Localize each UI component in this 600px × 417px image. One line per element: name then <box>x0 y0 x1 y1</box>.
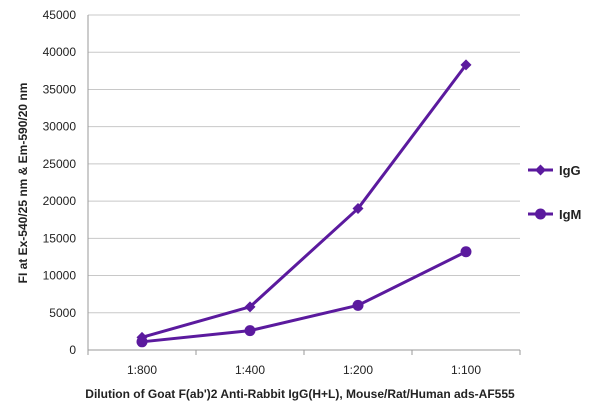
y-tick-label: 15000 <box>43 231 77 245</box>
y-tick-labels: 0 5000 10000 15000 20000 25000 30000 35000 40000… <box>43 8 77 357</box>
data-point-igg <box>244 301 256 313</box>
legend-marker-igm <box>535 208 546 220</box>
x-tick-label: 1:200 <box>343 363 373 377</box>
axes <box>87 15 521 355</box>
x-tick-label: 1:400 <box>235 363 265 377</box>
series-line-igm <box>141 250 467 344</box>
x-axis-title: Dilution of Goat F(ab')2 Anti-Rabbit IgG… <box>85 387 515 401</box>
y-tick-label: 35000 <box>43 82 77 96</box>
y-tick-label: 0 <box>69 343 76 357</box>
legend-label-igm: IgM <box>559 207 581 222</box>
legend-marker-igg <box>535 164 546 176</box>
legend-label-igg: IgG <box>559 163 581 178</box>
gridlines <box>88 14 520 314</box>
y-tick-label: 30000 <box>43 120 77 134</box>
data-point-igm <box>460 246 472 258</box>
y-tick-label: 45000 <box>43 8 77 22</box>
data-point-igm <box>352 299 364 311</box>
data-point-igg <box>460 59 472 71</box>
y-tick-label: 20000 <box>43 194 77 208</box>
y-tick-label: 10000 <box>43 269 77 283</box>
y-tick-label: 25000 <box>43 157 77 171</box>
x-tick-label: 1:100 <box>451 363 481 377</box>
y-axis-title: FI at Ex-540/25 nm & Em-590/20 nm <box>16 83 30 284</box>
data-point-igm <box>136 336 148 348</box>
x-tick-label: 1:800 <box>127 363 157 377</box>
y-tick-label: 40000 <box>43 45 77 59</box>
series-line-igg <box>141 63 468 339</box>
series-group <box>136 59 472 348</box>
data-point-igm <box>244 325 256 337</box>
x-tick-labels: 1:800 1:400 1:200 1:100 <box>127 363 481 377</box>
data-point-igg <box>352 203 364 215</box>
legend: IgG IgM <box>528 163 581 222</box>
y-tick-label: 5000 <box>49 306 76 320</box>
